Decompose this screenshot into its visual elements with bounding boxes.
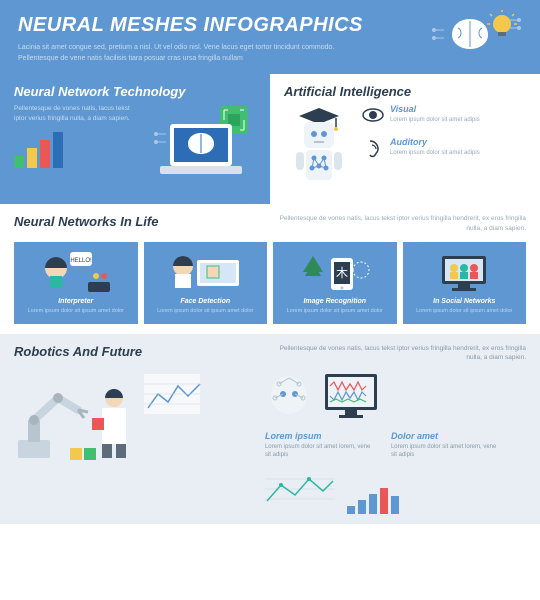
life-card-interpreter: HELLO! Interpreter Lorem ipsum dolor sit… [14, 242, 138, 324]
robotics-panel: Robotics And Future Pellentesque de vone… [0, 334, 540, 525]
life-card-text: Lorem ipsum dolor sit ipsum amet dolor [279, 308, 391, 316]
life-card-image: 木 Image Recognition Lorem ipsum dolor si… [273, 242, 397, 324]
header: NEURAL MESHES INFOGRAPHICS Lacinia sit a… [0, 0, 540, 74]
robot-graduate-icon [284, 104, 354, 194]
page-subtitle: Lacinia sit amet congue sed, pretium a n… [18, 43, 338, 64]
bar [369, 494, 377, 514]
ai-auditory-item: Auditory Lorem ipsum dolor sit amet adip… [362, 137, 526, 164]
ai-item-text: Lorem ipsum dolor sit amet adipis [390, 116, 480, 124]
life-card-title: In Social Networks [409, 298, 521, 305]
bar [27, 148, 37, 168]
robot-head-icon [265, 370, 313, 427]
robotics-text: Pellentesque de vones natis, lacus tekst… [266, 344, 526, 364]
image-recognition-icon: 木 [279, 250, 391, 294]
robotics-title: Robotics And Future [14, 344, 142, 359]
ai-panel: Artificial Intelligence [270, 74, 540, 204]
interpreter-icon: HELLO! [20, 250, 132, 294]
life-card-title: Image Recognition [279, 298, 391, 305]
bar [380, 488, 388, 514]
robotics-item-1: Lorem ipsum Lorem ipsum dolor sit amet l… [265, 431, 375, 460]
rb-text: Lorem ipsum dolor sit amet lorem, vene s… [391, 443, 501, 460]
bar [358, 500, 366, 514]
brain-bulb-icon [432, 10, 522, 65]
rb-text: Lorem ipsum dolor sit amet lorem, vene s… [265, 443, 375, 460]
neural-network-tech-panel: Neural Network Technology Pellentesque d… [0, 74, 270, 204]
ai-title: Artificial Intelligence [284, 84, 526, 99]
life-card-text: Lorem ipsum dolor sit ipsum amet dolor [150, 308, 262, 316]
svg-text:木: 木 [336, 266, 348, 280]
bar [53, 132, 63, 168]
life-card-title: Interpreter [20, 298, 132, 305]
ai-item-title: Auditory [390, 137, 480, 147]
robotics-line-chart [265, 471, 335, 514]
life-card-title: Face Detection [150, 298, 262, 305]
rb-title: Lorem ipsum [265, 431, 375, 441]
life-title: Neural Networks In Life [14, 214, 158, 229]
nnt-text: Pellentesque de vones natis, lacus tekst… [14, 104, 134, 124]
robotics-bar-chart [347, 488, 399, 514]
bar [40, 140, 50, 168]
face-detection-icon [150, 250, 262, 294]
robot-scene-icon [14, 370, 255, 460]
rb-title: Dolor amet [391, 431, 501, 441]
svg-text:HELLO!: HELLO! [70, 258, 92, 264]
ai-item-title: Visual [390, 104, 480, 114]
bar [14, 156, 24, 168]
life-card-social: In Social Networks Lorem ipsum dolor sit… [403, 242, 527, 324]
life-card-text: Lorem ipsum dolor sit ipsum amet dolor [20, 308, 132, 316]
bar [347, 506, 355, 514]
life-text: Pellentesque de vones natis, lacus tekst… [266, 214, 526, 234]
bar [391, 496, 399, 514]
life-panel: Neural Networks In Life Pellentesque de … [0, 204, 540, 334]
social-networks-icon [409, 250, 521, 294]
life-card-text: Lorem ipsum dolor sit ipsum amet dolor [409, 308, 521, 316]
nnt-title: Neural Network Technology [14, 84, 256, 99]
ai-visual-item: Visual Lorem ipsum dolor sit amet adipis [362, 104, 526, 131]
robotics-item-2: Dolor amet Lorem ipsum dolor sit amet lo… [391, 431, 501, 460]
monitor-waves-icon [321, 370, 381, 427]
life-card-face: Face Detection Lorem ipsum dolor sit ips… [144, 242, 268, 324]
ai-item-text: Lorem ipsum dolor sit amet adipis [390, 149, 480, 157]
laptop-brain-icon [150, 104, 260, 189]
eye-icon [362, 104, 384, 131]
ear-icon [362, 137, 384, 164]
